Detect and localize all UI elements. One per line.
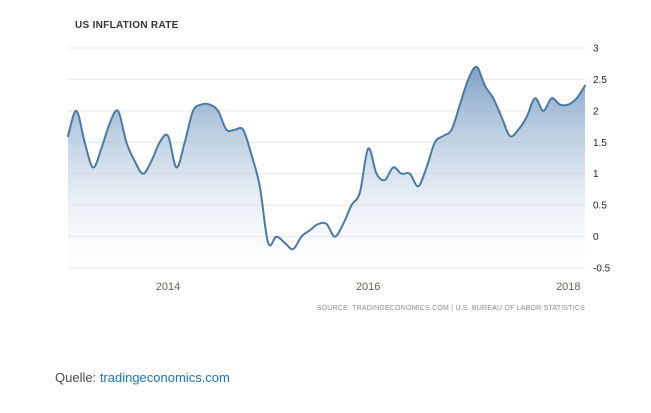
x-tick-label: 2016 xyxy=(356,281,380,293)
inflation-line xyxy=(67,65,586,251)
chart-title: US INFLATION RATE xyxy=(75,20,179,31)
y-tick-label: 0 xyxy=(593,232,599,243)
chart-source-attribution: SOURCE: TRADINGECONOMICS.COM | U.S. BURE… xyxy=(316,305,585,312)
y-tick-label: 2 xyxy=(593,106,599,117)
tradingeconomics-link[interactable]: tradingeconomics.com xyxy=(99,370,230,385)
caption: Quelle: tradingeconomics.com xyxy=(55,370,230,385)
caption-label: Quelle: xyxy=(55,370,100,385)
inflation-area-fill xyxy=(68,66,585,268)
y-tick-label: 0.5 xyxy=(593,201,607,212)
inflation-area-chart: 3 2.5 2 1.5 1 0.5 0 -0.5 2014 2016 2018 xyxy=(67,44,611,293)
y-tick-label: 3 xyxy=(593,44,599,55)
x-tick-label: 2018 xyxy=(556,281,580,293)
y-tick-label: 1.5 xyxy=(593,138,607,149)
x-tick-label: 2014 xyxy=(156,281,180,293)
y-tick-label: -0.5 xyxy=(593,264,611,275)
y-tick-label: 2.5 xyxy=(593,75,607,86)
y-tick-label: 1 xyxy=(593,169,599,180)
